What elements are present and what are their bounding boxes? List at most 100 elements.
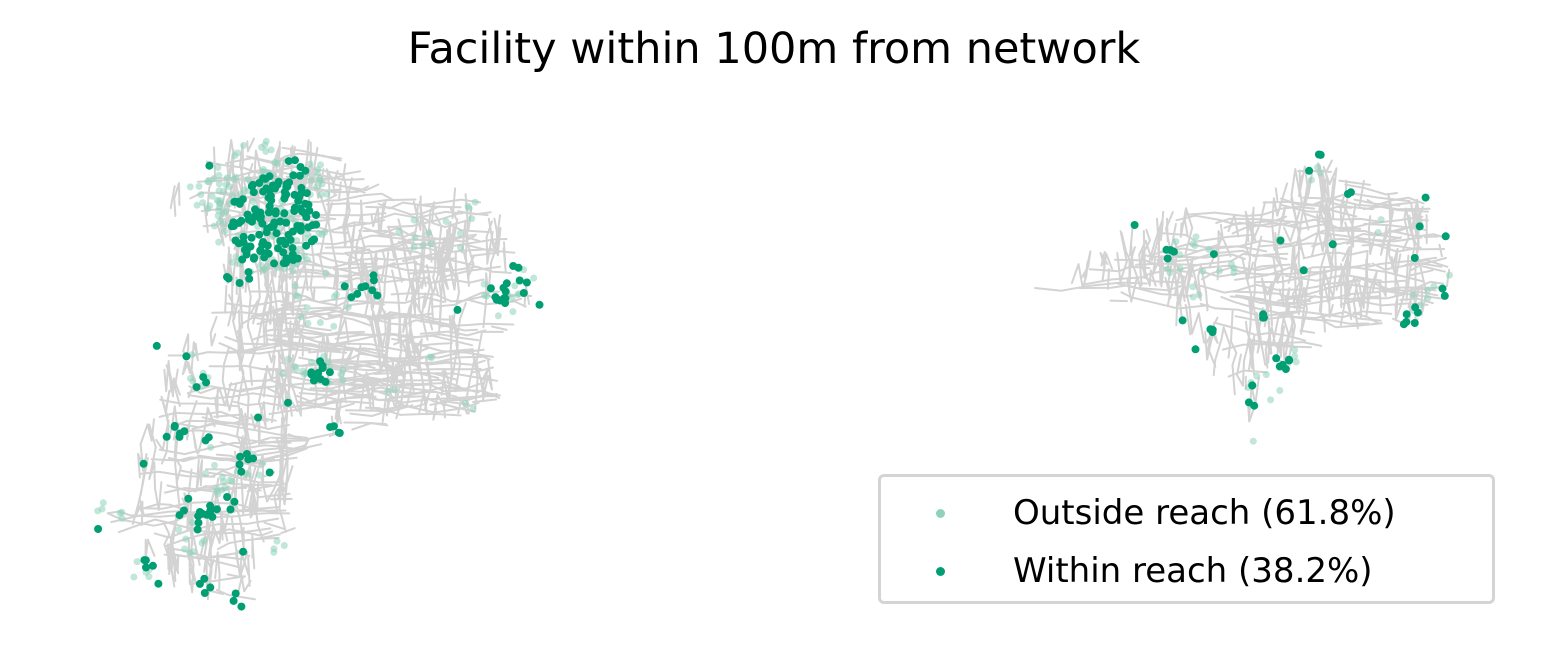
outside-reach-point: [1410, 291, 1418, 299]
outside-reach-point: [1430, 282, 1438, 290]
outside-reach-point: [307, 358, 315, 366]
road-segment: [1247, 338, 1323, 347]
within-reach-point: [242, 450, 251, 458]
outside-reach-point: [226, 476, 234, 484]
outside-reach-point: [1262, 371, 1270, 379]
road-segment: [373, 371, 458, 381]
outside-reach-point: [175, 526, 183, 534]
within-reach-point: [491, 293, 500, 302]
within-reach-point: [347, 293, 356, 302]
road-segment: [1235, 294, 1304, 309]
road-segment: [1293, 265, 1424, 283]
outside-reach-point: [133, 558, 141, 566]
within-reach-point: [302, 213, 311, 222]
road-segment: [232, 400, 355, 411]
within-reach-point: [502, 279, 511, 288]
road-segment: [1339, 179, 1350, 228]
within-reach-point: [263, 224, 272, 233]
within-reach-point: [307, 370, 316, 379]
outside-reach-point: [195, 182, 203, 190]
road-segment: [332, 263, 338, 294]
within-reach-point: [296, 224, 305, 233]
road-segment: [252, 331, 371, 341]
outside-reach-point: [306, 160, 314, 168]
outside-reach-point: [1249, 437, 1257, 445]
within-reach-point: [243, 210, 252, 219]
road-segment: [338, 372, 408, 384]
road-segment: [1438, 243, 1443, 258]
outside-reach-point: [291, 282, 299, 290]
within-reach-point: [262, 249, 271, 257]
outside-reach-point: [1292, 358, 1300, 366]
road-segment: [1179, 256, 1194, 322]
within-reach-point: [329, 422, 338, 431]
outside-reach-point: [1267, 396, 1275, 404]
outside-reach-point: [297, 313, 305, 321]
road-segment: [405, 381, 485, 390]
road-segment: [1106, 268, 1110, 290]
outside-reach-point: [419, 242, 427, 250]
outside-reach-point: [316, 319, 324, 326]
road-segment: [170, 553, 244, 561]
within-reach-point: [206, 506, 215, 515]
road-segment: [353, 273, 485, 285]
outside-reach-point: [1307, 176, 1315, 184]
outside-reach-point: [1377, 216, 1385, 224]
outside-reach-point: [1230, 269, 1238, 277]
within-reach-point: [301, 199, 310, 208]
outside-reach-point: [198, 539, 206, 547]
road-segment: [372, 312, 453, 321]
road-segment: [222, 246, 232, 279]
within-reach-point: [302, 189, 311, 198]
outside-reach-point: [300, 252, 308, 260]
road-segment: [368, 264, 435, 273]
within-reach-point: [248, 217, 256, 226]
road-segment: [1278, 314, 1383, 329]
outside-reach-point: [1176, 265, 1184, 272]
within-reach-points-layer: [94, 150, 1450, 611]
road-segment: [214, 551, 221, 592]
outside-reach-point: [293, 237, 301, 244]
outside-reach-point: [118, 514, 126, 522]
within-reach-point: [231, 236, 240, 245]
road-segment: [1288, 313, 1296, 357]
outside-reach-point: [186, 183, 194, 191]
outside-reach-point: [211, 461, 218, 469]
road-segment: [1271, 182, 1289, 251]
road-segment: [1423, 235, 1440, 238]
road-segment: [1363, 222, 1421, 231]
road-segment: [1227, 369, 1268, 378]
outside-reach-point: [1189, 283, 1197, 291]
road-segment: [226, 573, 245, 579]
outside-reach-point: [232, 253, 240, 261]
road-segment: [244, 444, 307, 457]
within-reach-point: [256, 247, 265, 255]
outside-reach-point: [249, 198, 257, 206]
outside-reach-point: [240, 141, 248, 149]
within-reach-point: [180, 506, 188, 515]
outside-reach-point: [274, 159, 282, 167]
outside-reach-point: [1291, 346, 1299, 354]
within-reach-point: [175, 432, 184, 441]
road-segment: [432, 240, 447, 297]
within-reach-point: [288, 250, 297, 259]
within-reach-point: [1402, 310, 1411, 319]
outside-reach-point: [244, 471, 252, 479]
road-segment: [362, 229, 417, 238]
road-segment: [263, 521, 285, 530]
within-reach-point: [284, 398, 292, 407]
outside-reach-point: [215, 180, 223, 188]
road-segment: [282, 410, 289, 464]
road-segment: [399, 395, 476, 413]
road-segment: [419, 329, 487, 337]
road-segment: [218, 342, 312, 355]
within-reach-point: [235, 279, 244, 287]
road-segment: [215, 588, 256, 601]
outside-reach-point: [442, 218, 450, 225]
road-segment: [1099, 252, 1114, 282]
road-segment: [195, 458, 204, 492]
within-reach-point: [249, 188, 258, 197]
within-reach-point: [335, 429, 344, 437]
road-segment: [310, 185, 369, 194]
outside-reach-point: [186, 374, 194, 382]
